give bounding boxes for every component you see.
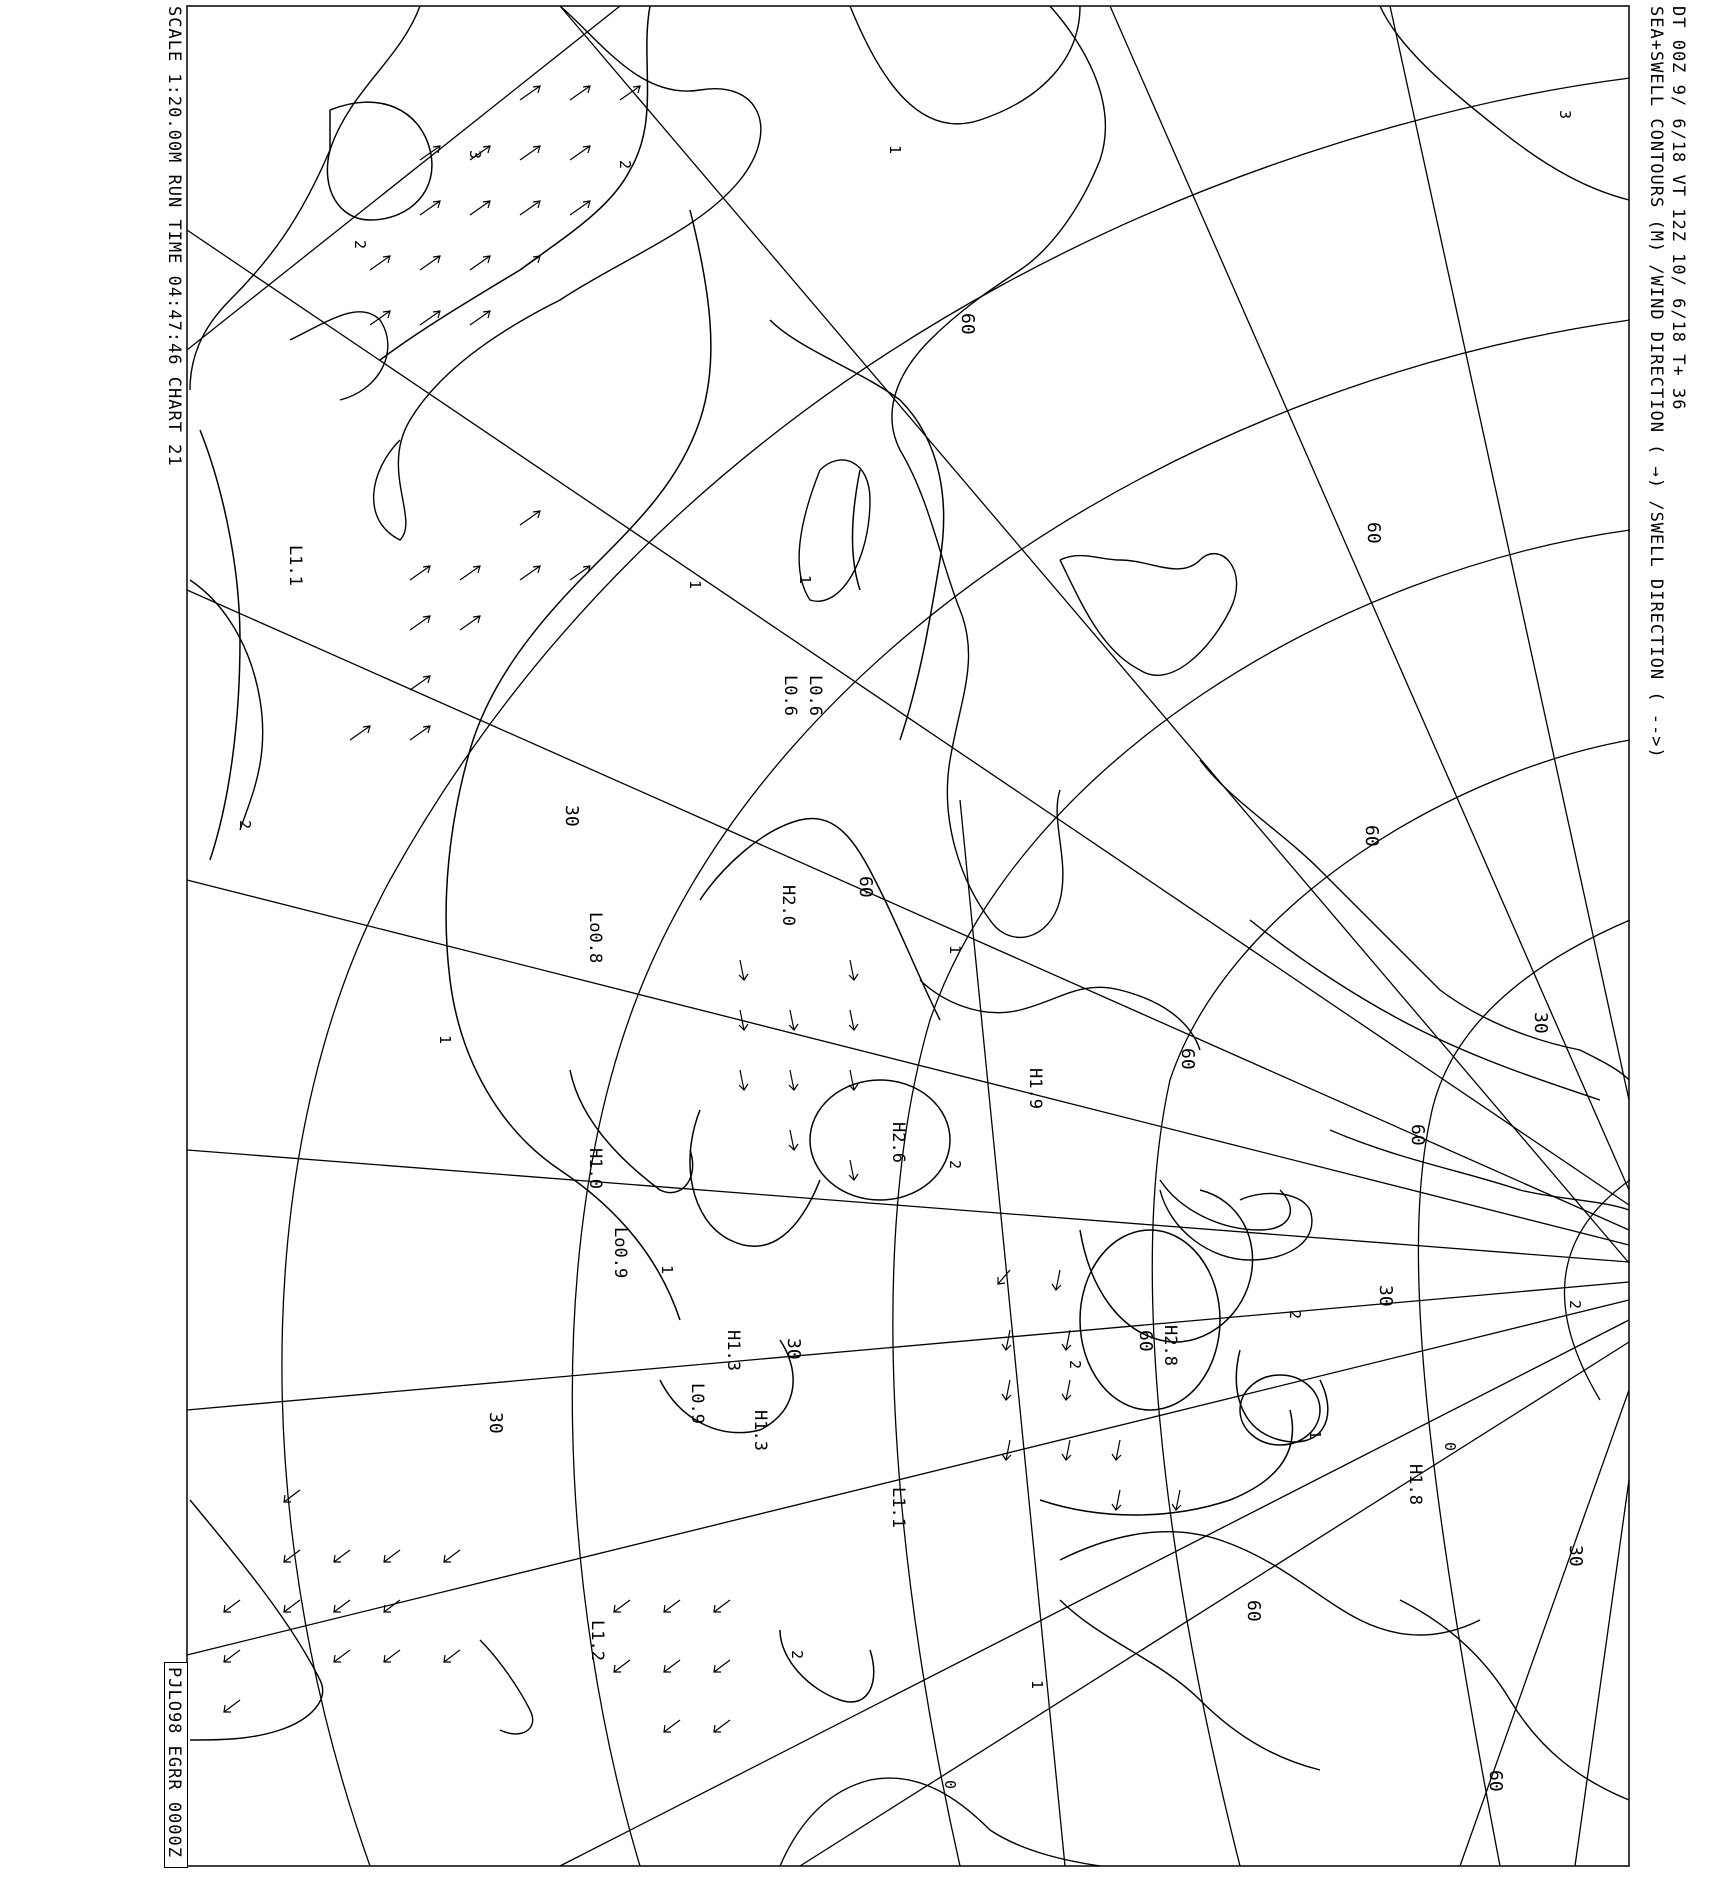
grid-label: 60 bbox=[1361, 825, 1382, 847]
grid-label: 30 bbox=[1530, 1012, 1551, 1034]
centre-label: L0.6 bbox=[780, 675, 800, 716]
contour-label: 2 bbox=[616, 160, 634, 169]
contour-label: 1 bbox=[686, 580, 704, 589]
contour-label: 2 bbox=[788, 1650, 806, 1659]
grid-label: 60 bbox=[855, 876, 876, 898]
contour-label: 1 bbox=[1028, 1680, 1046, 1689]
contour-label: 2 bbox=[946, 1160, 964, 1169]
contour-lines bbox=[199, 5, 1329, 1703]
grid-label: 60 bbox=[1485, 1770, 1506, 1792]
contour-label: 3 bbox=[466, 150, 484, 159]
chart-title-line1: DT 00Z 9/ 6/18 VT 12Z 10/ 6/18 T+ 36 bbox=[1668, 6, 1688, 411]
centre-label: L1.1 bbox=[285, 545, 305, 586]
contour-label: 0 bbox=[941, 1780, 959, 1789]
contour-label: 0 bbox=[1441, 1442, 1459, 1451]
contour-label: 2 bbox=[1066, 1360, 1084, 1369]
contour-label: 1 bbox=[796, 575, 814, 584]
centre-label: H1.9 bbox=[1025, 1068, 1045, 1109]
wind-arrows bbox=[223, 85, 1182, 1733]
contour-label: 2 bbox=[236, 820, 254, 829]
centre-label: L0.6 bbox=[805, 675, 825, 716]
centre-label: L1.1 bbox=[888, 1487, 908, 1528]
meridian-grid bbox=[186, 5, 1630, 1867]
centre-label: L0.9 bbox=[687, 1383, 707, 1424]
centre-label: H1.3 bbox=[750, 1410, 770, 1451]
centre-label: L1.2 bbox=[587, 1620, 607, 1661]
chart-frame bbox=[186, 5, 1630, 1867]
centre-label: H2.6 bbox=[888, 1122, 908, 1163]
grid-label: 30 bbox=[561, 805, 582, 827]
contour-label: 2 bbox=[1286, 1310, 1304, 1319]
contour-label: 1 bbox=[436, 1035, 454, 1044]
contour-label: 2 bbox=[351, 240, 369, 249]
centre-label: H1.0 bbox=[585, 1148, 605, 1189]
grid-value-labels: 30 30 30 60 60 60 60 60 60 60 60 60 30 3… bbox=[485, 313, 1586, 1792]
grid-label: 30 bbox=[485, 1412, 506, 1434]
grid-label: 60 bbox=[1407, 1124, 1428, 1146]
pressure-centres: L1.1 L0.6 L0.6 H2.0 Lo0.8 H1.9 H2.6 H1.0… bbox=[285, 545, 1425, 1661]
chart-id-box bbox=[164, 1662, 188, 1868]
contour-label: 1 bbox=[658, 1265, 676, 1274]
latitude-grid bbox=[281, 77, 1631, 1867]
contour-label: 2 bbox=[1566, 1300, 1584, 1309]
grid-label: 30 bbox=[783, 1338, 804, 1360]
centre-label: Lo0.9 bbox=[610, 1227, 630, 1278]
coastlines bbox=[189, 5, 1630, 1867]
grid-label: 60 bbox=[957, 313, 978, 335]
contour-label: 1 bbox=[946, 945, 964, 954]
chart-info: SCALE 1:20.00M RUN TIME 04:47:46 CHART 2… bbox=[164, 6, 184, 467]
grid-label: 30 bbox=[1375, 1285, 1396, 1307]
contour-label: 1 bbox=[886, 145, 904, 154]
contour-label: 1 bbox=[1306, 1430, 1324, 1439]
grid-label: 60 bbox=[1177, 1048, 1198, 1070]
centre-label: H2.0 bbox=[778, 885, 798, 926]
centre-label: Lo0.8 bbox=[585, 912, 605, 963]
centre-label: H1.8 bbox=[1405, 1464, 1425, 1505]
chart-title-line2: SEA+SWELL CONTOURS (M) /WIND DIRECTION (… bbox=[1646, 6, 1666, 759]
contour-value-labels: 1 1 1 1 1 1 1 1 2 2 2 2 2 2 2 2 3 3 0 0 bbox=[236, 110, 1584, 1789]
grid-label: 30 bbox=[1565, 1545, 1586, 1567]
centre-label: H2.8 bbox=[1160, 1325, 1180, 1366]
grid-label: 60 bbox=[1243, 1600, 1264, 1622]
chart-id: PJLO98 EGRR 0000Z bbox=[164, 1667, 184, 1858]
grid-label: 60 bbox=[1135, 1330, 1156, 1352]
contour-label: 3 bbox=[1556, 110, 1574, 119]
centre-label: H1.3 bbox=[723, 1330, 743, 1371]
grid-label: 60 bbox=[1363, 522, 1384, 544]
